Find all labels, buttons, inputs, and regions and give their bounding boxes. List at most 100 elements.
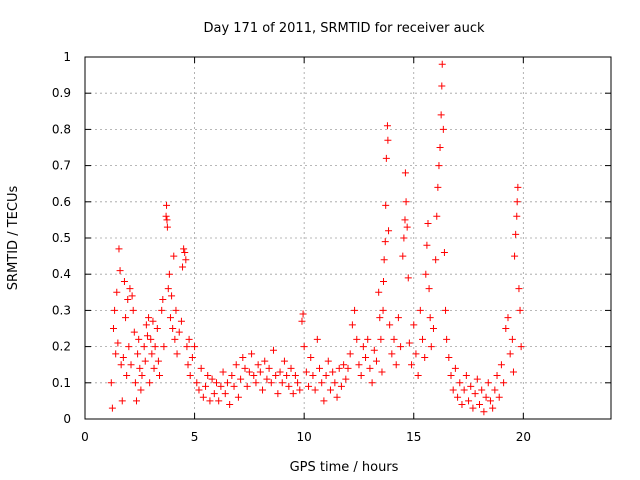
data-point	[117, 361, 125, 369]
data-point	[278, 379, 286, 387]
data-point	[445, 353, 453, 361]
data-point	[438, 82, 446, 90]
data-point	[384, 136, 392, 144]
data-point	[111, 306, 119, 314]
data-point	[195, 386, 203, 394]
data-point	[337, 382, 345, 390]
data-point	[351, 306, 359, 314]
data-point	[142, 321, 150, 329]
data-point	[400, 234, 408, 242]
data-point	[355, 361, 363, 369]
data-point	[116, 267, 124, 275]
data-point	[390, 335, 398, 343]
data-point	[128, 292, 136, 300]
data-point	[137, 386, 145, 394]
data-point	[316, 364, 324, 372]
data-point	[287, 364, 295, 372]
data-point	[377, 335, 385, 343]
data-point	[213, 379, 220, 387]
data-point	[471, 390, 479, 398]
data-point	[311, 386, 319, 394]
data-point	[206, 397, 214, 405]
data-point	[404, 274, 412, 282]
data-point	[437, 111, 445, 119]
data-point	[511, 252, 519, 260]
data-point	[274, 390, 282, 398]
data-point	[447, 372, 455, 380]
data-point	[215, 397, 223, 405]
data-point	[514, 183, 522, 191]
data-point	[153, 325, 161, 332]
data-point	[160, 343, 168, 351]
x-tick-label: 5	[191, 430, 199, 444]
data-point	[129, 306, 137, 314]
data-point	[114, 339, 122, 347]
data-point	[515, 285, 523, 293]
data-point	[476, 401, 483, 409]
data-point	[172, 306, 180, 314]
y-tick-label: 0.9	[52, 86, 71, 100]
data-point	[426, 314, 434, 322]
data-point	[385, 227, 393, 235]
data-point	[489, 404, 497, 412]
y-tick-label: 0	[63, 412, 71, 426]
data-point	[163, 201, 171, 209]
data-point	[208, 375, 216, 383]
data-point	[512, 230, 520, 238]
data-point	[506, 350, 514, 358]
data-point	[182, 256, 190, 264]
data-point	[378, 368, 386, 376]
data-point	[427, 343, 435, 351]
data-point	[263, 375, 271, 383]
data-point	[454, 393, 462, 401]
data-point	[382, 201, 390, 209]
y-tick-label: 0.1	[52, 376, 71, 390]
data-point	[146, 379, 154, 387]
data-point	[130, 328, 138, 336]
data-point	[473, 375, 481, 383]
data-point	[181, 248, 189, 256]
data-point	[228, 372, 236, 380]
data-point	[517, 343, 525, 351]
x-axis-label: GPS time / hours	[290, 460, 399, 475]
data-point	[402, 198, 410, 206]
data-point	[123, 372, 131, 380]
data-point	[269, 346, 277, 354]
data-point	[382, 154, 390, 162]
x-tick-label: 10	[297, 430, 312, 444]
data-point	[424, 220, 432, 228]
ticks-layer: 00.10.20.30.40.50.60.70.80.910 5 10 15 20	[52, 50, 611, 444]
data-point	[232, 361, 240, 369]
data-point	[482, 393, 490, 401]
data-point	[300, 343, 308, 351]
y-tick-label: 0.8	[52, 122, 71, 136]
data-point	[340, 361, 348, 369]
data-point	[158, 306, 166, 314]
data-point	[115, 245, 123, 253]
data-point	[165, 270, 173, 278]
data-point	[237, 375, 245, 383]
y-axis-label: SRMTID / TECUs	[6, 186, 21, 291]
data-point	[113, 288, 121, 296]
data-point	[381, 238, 389, 246]
data-point	[177, 317, 185, 325]
data-point	[307, 353, 315, 361]
data-point	[210, 390, 218, 398]
data-point	[285, 382, 293, 390]
data-point	[372, 357, 380, 365]
data-point	[401, 169, 409, 177]
data-point	[170, 252, 178, 260]
data-point	[414, 372, 422, 380]
data-point	[376, 314, 384, 322]
data-point	[449, 386, 457, 394]
data-point	[346, 350, 354, 358]
data-point	[309, 372, 317, 380]
data-point	[509, 368, 517, 376]
data-point	[480, 408, 488, 416]
data-point	[370, 346, 378, 354]
data-point	[250, 372, 258, 380]
data-point	[138, 372, 146, 380]
data-point	[403, 223, 411, 231]
data-point	[456, 379, 464, 387]
